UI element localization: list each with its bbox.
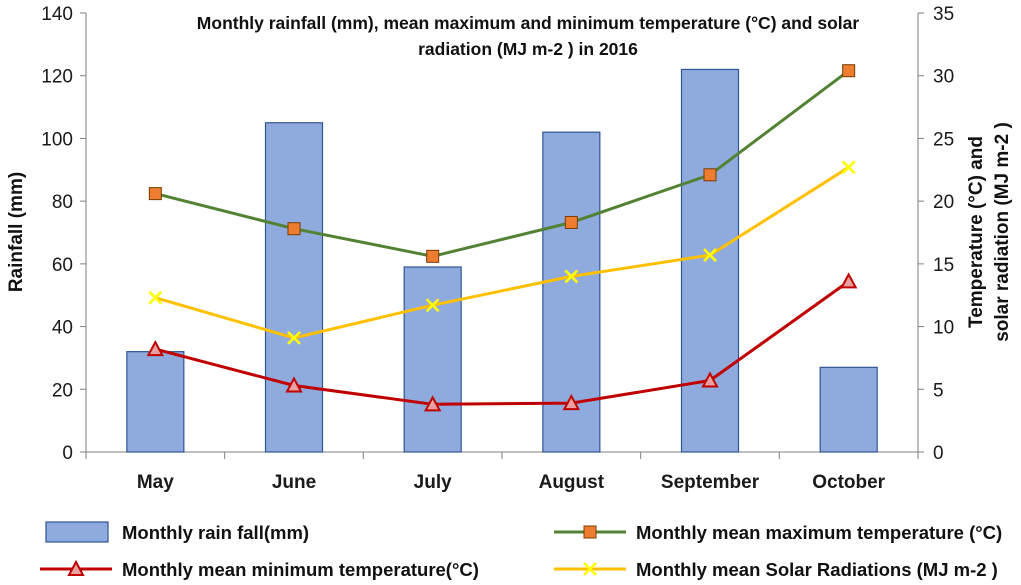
right-tick-label: 10 [933, 318, 954, 339]
min-temperature-point [562, 393, 581, 411]
rainfall-bar [264, 122, 324, 453]
legend-swatch-solar-radiation-marker [583, 562, 597, 576]
solar-radiation-point [287, 330, 301, 345]
right-axis-label-line: solar radiation (MJ m-2 ) [992, 122, 1013, 342]
left-tick-label: 40 [52, 318, 73, 339]
chart-title-line: Monthly rainfall (mm), mean maximum and … [197, 13, 860, 33]
right-tick-label: 20 [933, 192, 954, 213]
rainfall-bar [819, 366, 878, 453]
min-temperature-line [154, 280, 850, 406]
left-axis-label: Rainfall (mm) [6, 172, 27, 292]
legend-label: Monthly mean Solar Radiations (MJ m-2 ) [636, 559, 998, 580]
legend-label: Monthly rain fall(mm) [122, 522, 309, 543]
right-tick-label: 35 [933, 4, 954, 25]
left-tick-label: 20 [52, 380, 73, 401]
max-temperature-point [703, 168, 717, 182]
category-label: June [272, 472, 316, 493]
rainfall-bar [680, 68, 740, 453]
solar-radiation-line [154, 166, 850, 340]
right-tick-label: 0 [933, 443, 944, 464]
right-tick-label: 30 [933, 67, 954, 88]
min-temperature-point [285, 376, 303, 393]
category-label: July [414, 472, 452, 493]
solar-radiation-point [148, 290, 163, 305]
left-tick-label: 0 [62, 443, 73, 464]
category-label: September [661, 472, 760, 493]
category-label: May [137, 472, 174, 493]
max-temperature-point [842, 64, 856, 78]
right-axis-label-line: Temperature (°C) and [966, 136, 987, 328]
min-temperature-point [839, 272, 858, 289]
right-tick-label: 25 [933, 129, 954, 150]
max-temperature-point [564, 215, 578, 229]
left-tick-label: 120 [41, 67, 73, 88]
max-temperature-point [148, 187, 162, 201]
left-tick-label: 140 [41, 4, 73, 25]
right-tick-label: 15 [933, 255, 954, 276]
legend-label: Monthly mean maximum temperature (°C) [636, 522, 1002, 543]
solar-radiation-point [425, 298, 440, 313]
solar-radiation-point [841, 160, 856, 175]
max-temperature-line [154, 69, 850, 258]
rainfall-bar [126, 351, 185, 453]
solar-radiation-point [703, 248, 717, 262]
chart-title-line: radiation (MJ m-2 ) in 2016 [418, 39, 638, 59]
left-tick-label: 60 [52, 255, 73, 276]
max-temperature-point [287, 222, 301, 236]
min-temperature-point [146, 340, 165, 357]
legend-label: Monthly mean minimum temperature(°C) [122, 559, 479, 580]
rainfall-bar [403, 266, 462, 453]
solar-radiation-point [564, 269, 579, 284]
right-tick-label: 5 [933, 380, 944, 401]
left-tick-label: 80 [52, 192, 73, 213]
max-temperature-point [426, 249, 440, 263]
legend-swatch-max-temperature-marker [583, 525, 597, 539]
legend-swatch-bar [45, 521, 109, 543]
category-label: August [539, 472, 605, 493]
min-temperature-point [423, 395, 442, 412]
legend-swatch-min-temperature-marker [67, 559, 85, 576]
category-label: October [812, 472, 885, 493]
min-temperature-point [701, 371, 719, 388]
left-tick-label: 100 [41, 129, 73, 150]
